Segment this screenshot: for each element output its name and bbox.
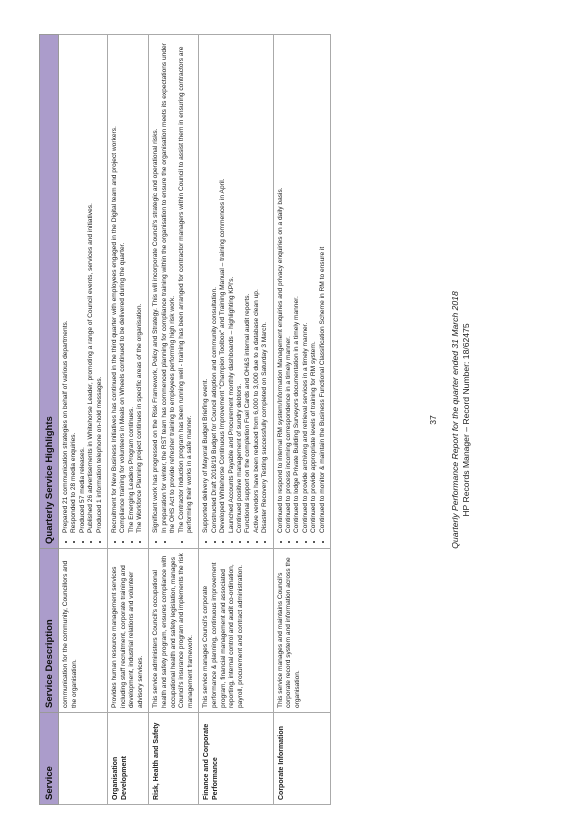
highlight-item: Continued to process incoming correspond… <box>285 39 293 533</box>
highlight-item: Active vendors have been reduced from 6,… <box>253 39 261 533</box>
service-highlights: Prepared 21 communication strategies on … <box>58 34 108 549</box>
highlight-item: Launched Accounts Payable and Procuremen… <box>228 39 236 533</box>
header-service-description: Service Description <box>39 548 59 713</box>
highlight-item: Disaster Recovery Testing successfully c… <box>261 39 269 533</box>
highlight-item: In preparation for winter, the RST team … <box>161 39 178 533</box>
header-quarterly-highlights: Quarterly Service Highlights <box>39 34 59 549</box>
highlight-item: The Emerging Leaders Program continues. <box>128 39 136 533</box>
table-row: communication for the community, Council… <box>58 34 108 805</box>
highlight-item: Compliance training for volunteers in Me… <box>119 39 127 533</box>
highlight-item: Functional support on the completion Fue… <box>244 39 252 533</box>
highlight-item: Continued to lodge Private Building Surv… <box>293 39 301 533</box>
highlight-item: Continued positive management of sundry … <box>236 39 244 533</box>
highlights-list: Supported delivery of Mayoral Budget Bri… <box>202 39 269 544</box>
highlight-item: Continued to monitor & maintain the Busi… <box>319 39 327 533</box>
report-title: Quarterly Performance Report for the qua… <box>450 291 460 549</box>
highlight-item: Produced 1 information telephone on-hold… <box>96 39 104 533</box>
highlight-item: Continued to provide archiving and retri… <box>302 39 310 533</box>
highlight-item: The Contractor Induction program has bee… <box>178 39 195 533</box>
highlight-item: Constructed Draft 2018/19 Budget for Cou… <box>211 39 219 533</box>
service-name: Organisation Development <box>107 712 149 805</box>
service-name: Corporate Information <box>273 712 331 805</box>
highlight-item: Recruitment for New Business Initiatives… <box>111 39 119 533</box>
service-description: Provides human resource management servi… <box>107 548 149 713</box>
header-service: Service <box>39 712 59 805</box>
service-name: Finance and Corporate Performance <box>198 712 274 805</box>
highlights-list: Recruitment for New Business Initiatives… <box>111 39 145 544</box>
highlight-item: Supported delivery of Mayoral Budget Bri… <box>202 39 210 533</box>
highlight-item: The Workforce Planning project continues… <box>136 39 144 533</box>
service-description: This service administers Council's occup… <box>148 548 199 713</box>
highlight-item: Continued to respond to internal RM syst… <box>277 39 285 533</box>
service-highlights: Recruitment for New Business Initiatives… <box>107 34 149 549</box>
service-name <box>58 712 108 805</box>
highlights-list: Prepared 21 communication strategies on … <box>62 39 104 544</box>
highlight-item: Developed Whitehorse Continuous Improvem… <box>219 39 227 533</box>
service-name: Risk, Health and Safety <box>148 712 199 805</box>
table-body: communication for the community, Council… <box>58 34 331 805</box>
service-table: Service Service Description Quarterly Se… <box>39 34 331 805</box>
record-number: HP Records Manager – Record Number: 18/6… <box>461 323 471 517</box>
highlight-item: Published 26 advertisements in Whitehors… <box>87 39 95 533</box>
highlight-item: Significant work has progressed on the R… <box>152 39 160 533</box>
rotated-page: Service Service Description Quarterly Se… <box>3 25 473 815</box>
page-number: 37 <box>428 415 438 425</box>
highlight-item: Continued to provide appropriate levels … <box>310 39 318 533</box>
table-header-row: Service Service Description Quarterly Se… <box>39 34 59 805</box>
service-description: This service manages Council's corporate… <box>198 548 274 713</box>
highlight-item: Responded to 28 media enquiries. <box>70 39 78 533</box>
table-row: Organisation Development Provides human r… <box>107 34 149 805</box>
service-highlights: Continued to respond to internal RM syst… <box>273 34 331 549</box>
highlights-list: Significant work has progressed on the R… <box>152 39 194 544</box>
service-description: This service manages and maintains Counc… <box>273 548 331 713</box>
highlight-item: Produced 57 media releases. <box>79 39 87 533</box>
service-highlights: Significant work has progressed on the R… <box>148 34 199 549</box>
table-row: Finance and Corporate Performance This se… <box>198 34 274 805</box>
highlights-list: Continued to respond to internal RM syst… <box>277 39 327 544</box>
table-row: Risk, Health and Safety This service admi… <box>148 34 199 805</box>
service-description: communication for the community, Council… <box>58 548 108 713</box>
service-highlights: Supported delivery of Mayoral Budget Bri… <box>198 34 274 549</box>
table-row: Corporate Information This service manage… <box>273 34 331 805</box>
highlight-item: Prepared 21 communication strategies on … <box>62 39 70 533</box>
